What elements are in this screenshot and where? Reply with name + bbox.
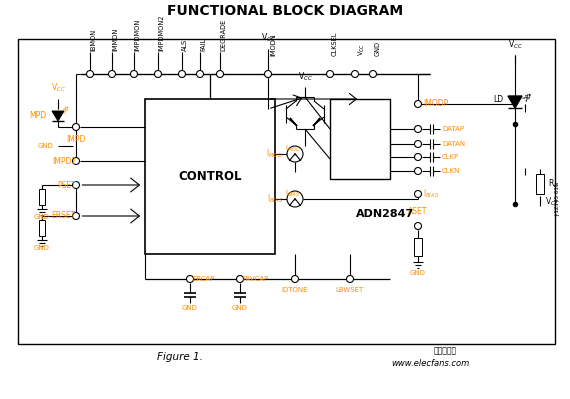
Text: ≫: ≫ [520, 89, 534, 103]
Circle shape [414, 168, 421, 174]
Bar [18, 39, 555, 344]
Text: ERCAP: ERCAP [192, 276, 214, 282]
Circle shape [131, 71, 137, 77]
Text: V$_{CC}$: V$_{CC}$ [357, 43, 367, 56]
Circle shape [287, 191, 303, 207]
Bar [536, 174, 544, 194]
Polygon shape [313, 118, 320, 126]
Text: CONTROL: CONTROL [178, 170, 242, 183]
Text: MPD: MPD [29, 111, 46, 119]
Text: GND: GND [34, 214, 50, 220]
Text: Figure 1.: Figure 1. [157, 352, 203, 362]
Text: IMODN: IMODN [270, 34, 276, 56]
Text: DEGRADE: DEGRADE [220, 19, 226, 51]
Circle shape [72, 124, 79, 130]
Text: GND: GND [38, 143, 54, 149]
Text: R$_Z$: R$_Z$ [548, 178, 559, 190]
Circle shape [414, 154, 421, 160]
Text: 电子发烧友: 电子发烧友 [433, 346, 457, 356]
Text: GND: GND [410, 270, 426, 276]
Bar [145, 99, 275, 254]
Text: ALS: ALS [182, 39, 188, 51]
Bar [330, 99, 390, 179]
Circle shape [72, 213, 79, 219]
Polygon shape [290, 118, 297, 126]
Bar [414, 238, 422, 256]
Text: ASET: ASET [408, 207, 428, 216]
Circle shape [369, 71, 377, 77]
Text: PAVCAP: PAVCAP [242, 276, 268, 282]
Circle shape [347, 275, 353, 282]
Polygon shape [52, 111, 64, 121]
Bar [39, 189, 45, 205]
Text: GND: GND [232, 305, 248, 311]
Text: ≫: ≫ [60, 103, 72, 115]
Text: V$_{CC}$: V$_{CC}$ [545, 196, 560, 208]
Text: V$_{CC}$: V$_{CC}$ [508, 38, 522, 51]
Circle shape [414, 101, 421, 107]
Circle shape [197, 71, 203, 77]
Text: IMPDMON2: IMPDMON2 [158, 14, 164, 51]
Circle shape [327, 71, 333, 77]
Text: FAIL: FAIL [200, 38, 206, 51]
Circle shape [264, 71, 271, 77]
Text: ADN2847: ADN2847 [356, 209, 414, 219]
Text: CLKN: CLKN [442, 168, 461, 174]
Text: CLKSEL: CLKSEL [332, 32, 338, 56]
Circle shape [72, 158, 79, 164]
Bar [39, 220, 45, 236]
Text: www.elecfans.com: www.elecfans.com [391, 359, 469, 369]
Text: IMPDMON: IMPDMON [134, 19, 140, 51]
Text: I$_{BIAS}$: I$_{BIAS}$ [423, 188, 439, 200]
Text: IMMON: IMMON [112, 28, 118, 51]
Text: GND: GND [34, 245, 50, 251]
Circle shape [154, 71, 161, 77]
Circle shape [414, 126, 421, 132]
Text: GND: GND [375, 41, 381, 56]
Text: V$_{CC}$: V$_{CC}$ [51, 81, 66, 94]
Text: I$_{BIAS}$: I$_{BIAS}$ [267, 193, 283, 205]
Text: LD: LD [493, 95, 503, 105]
Text: IDTONE: IDTONE [282, 287, 308, 293]
Text: PSET: PSET [57, 180, 76, 190]
Circle shape [217, 71, 223, 77]
Circle shape [414, 223, 421, 229]
Circle shape [178, 71, 185, 77]
Circle shape [108, 71, 116, 77]
Text: IMPD: IMPD [66, 135, 86, 144]
Circle shape [72, 182, 79, 188]
Circle shape [186, 275, 193, 282]
Circle shape [291, 275, 299, 282]
Text: ERSET: ERSET [52, 211, 76, 221]
Text: I$_{MOD}$: I$_{MOD}$ [285, 144, 301, 154]
Text: V$_{CC}$: V$_{CC}$ [260, 32, 275, 44]
Text: LBWSET: LBWSET [336, 287, 364, 293]
Text: IMODP: IMODP [423, 99, 448, 109]
Text: I$_{BIAS}$: I$_{BIAS}$ [286, 189, 300, 199]
Circle shape [414, 140, 421, 148]
Text: GND: GND [182, 305, 198, 311]
Text: DATAP: DATAP [442, 126, 464, 132]
Text: IMPD2: IMPD2 [52, 156, 76, 166]
Text: FUNCTIONAL BLOCK DIAGRAM: FUNCTIONAL BLOCK DIAGRAM [167, 4, 403, 18]
Circle shape [414, 190, 421, 198]
Text: I$_{MOD}$: I$_{MOD}$ [266, 148, 283, 160]
Circle shape [237, 275, 243, 282]
Circle shape [287, 146, 303, 162]
Circle shape [352, 71, 359, 77]
Text: DATAN: DATAN [442, 141, 465, 147]
Text: V$_{CC}$: V$_{CC}$ [298, 71, 312, 83]
Text: J-1Z745 011: J-1Z745 011 [556, 182, 560, 216]
Polygon shape [508, 96, 522, 108]
Circle shape [87, 71, 93, 77]
Text: CLKP: CLKP [442, 154, 459, 160]
Text: IBMON: IBMON [90, 29, 96, 51]
